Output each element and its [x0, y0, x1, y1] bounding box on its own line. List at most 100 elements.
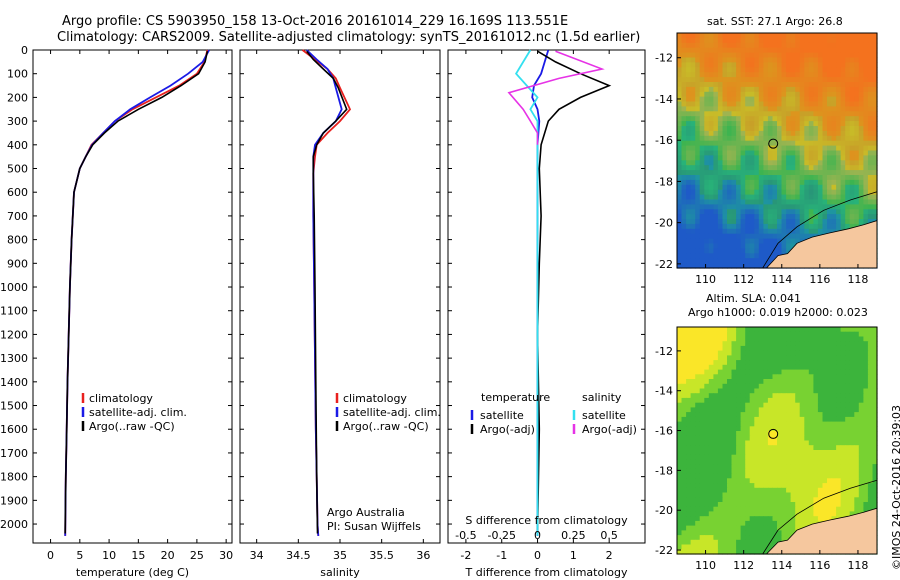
- sst-map-cell: [677, 160, 683, 166]
- sst-map-cell: [827, 175, 833, 181]
- sla-map-cell: [804, 435, 810, 442]
- sst-map-cell: [731, 62, 737, 68]
- sla-map-cell: [790, 345, 796, 352]
- sst-map-cell: [727, 101, 733, 107]
- sla-map-cell: [795, 459, 801, 465]
- sst-map-cell: [777, 42, 783, 49]
- sla-map-cell: [722, 506, 728, 512]
- sst-map-cell: [872, 209, 878, 215]
- sla-map-cell: [872, 435, 878, 442]
- sla-map-cell: [845, 393, 851, 399]
- sla-map-cell: [695, 450, 701, 456]
- sla-map-cell: [690, 549, 696, 555]
- sla-map-cell: [690, 364, 696, 371]
- sst-map-cell: [840, 77, 846, 83]
- sla-map-cell: [804, 516, 810, 522]
- sla-map-cell: [681, 516, 687, 522]
- temperature-xtick-label: 25: [190, 549, 204, 562]
- sla-map-cell: [758, 431, 764, 437]
- sst-map-cell: [717, 165, 723, 171]
- sla-map-cell: [795, 483, 801, 489]
- sst-map-cell: [858, 175, 864, 181]
- sla-map-cell: [849, 383, 855, 390]
- diff-legend-salinity-title: salinity: [582, 391, 622, 404]
- sst-map-cell: [813, 228, 819, 235]
- sla-map-cell: [754, 454, 760, 460]
- sst-map-cell: [740, 121, 746, 127]
- sla-map-cell: [786, 454, 792, 460]
- sst-map-cell: [767, 116, 773, 122]
- sst-map-cell: [727, 248, 733, 254]
- sst-map-cell: [872, 160, 878, 166]
- sla-map-cell: [872, 327, 878, 333]
- sla-map-cell: [708, 539, 714, 546]
- sla-map-cell: [831, 487, 837, 494]
- sst-map-cell: [686, 37, 692, 44]
- sla-map-cell: [695, 336, 701, 342]
- sst-map-cell: [767, 150, 773, 156]
- sst-map-cell: [845, 199, 851, 205]
- sst-map-cell: [677, 219, 683, 225]
- sla-map-cell: [722, 520, 728, 527]
- sla-map-cell: [704, 450, 710, 456]
- sst-map-cell: [686, 82, 692, 88]
- sst-map-cell: [763, 47, 769, 54]
- sla-map-cell: [867, 355, 873, 361]
- sst-map-cell: [831, 52, 837, 59]
- sst-map-cell: [863, 86, 869, 93]
- sla-map-cell: [781, 525, 787, 531]
- sst-map-cell: [854, 91, 860, 98]
- sla-map-cell: [704, 454, 710, 460]
- sla-map-cell: [786, 440, 792, 446]
- sla-map-cell: [840, 397, 846, 404]
- sst-map-cell: [740, 37, 746, 44]
- sst-map-cell: [867, 91, 873, 98]
- sla-map-cell: [863, 336, 869, 342]
- sst-map-cell: [836, 101, 842, 107]
- sla-map-cell: [777, 374, 783, 380]
- sst-map-cell: [758, 101, 764, 107]
- sst-map-cell: [749, 223, 755, 230]
- sst-map-cell: [745, 175, 751, 181]
- sla-map-cell: [840, 426, 846, 432]
- salinity-series-argo-raw-qc-: [306, 50, 348, 534]
- sst-map-cell: [699, 77, 705, 83]
- sst-map-cell: [740, 204, 746, 210]
- sst-map-cell: [736, 189, 742, 196]
- sst-map-cell: [690, 135, 696, 142]
- sst-map-cell: [799, 214, 805, 220]
- sst-map-cell: [872, 194, 878, 201]
- sst-map-cell: [822, 52, 828, 59]
- sst-map-cell: [777, 135, 783, 142]
- sst-map-cell: [808, 179, 814, 186]
- sst-map-cell: [790, 96, 796, 103]
- sst-map-cell: [799, 67, 805, 73]
- sst-map-cell: [781, 82, 787, 88]
- sla-map-cell: [827, 450, 833, 456]
- sla-map-cell: [713, 525, 719, 531]
- sst-map-cell: [831, 219, 837, 225]
- sla-map-cell: [840, 450, 846, 456]
- sla-map-cell: [813, 506, 819, 512]
- sst-map-cell: [708, 253, 714, 259]
- sst-map-cell: [754, 194, 760, 201]
- sst-map-cell: [722, 37, 728, 44]
- sla-map-cell: [772, 450, 778, 456]
- sst-map-cell: [681, 121, 687, 127]
- salinity-legend-label: Argo(..raw -QC): [343, 420, 429, 433]
- sla-map-cell: [836, 360, 842, 366]
- sst-map-cell: [845, 33, 851, 39]
- sla-map-cell: [727, 431, 733, 437]
- sst-map-cell: [767, 165, 773, 171]
- sst-map-cell: [695, 214, 701, 220]
- sla-map-cell: [745, 539, 751, 546]
- sst-map-cell: [699, 179, 705, 186]
- sst-map-cell: [772, 96, 778, 103]
- sst-map-cell: [790, 106, 796, 112]
- sla-map-cell: [754, 544, 760, 550]
- sst-map-cell: [763, 214, 769, 220]
- sla-map-cell: [713, 374, 719, 380]
- sla-map-cell: [836, 426, 842, 432]
- sla-map-cell: [758, 454, 764, 460]
- sst-map-cell: [786, 194, 792, 201]
